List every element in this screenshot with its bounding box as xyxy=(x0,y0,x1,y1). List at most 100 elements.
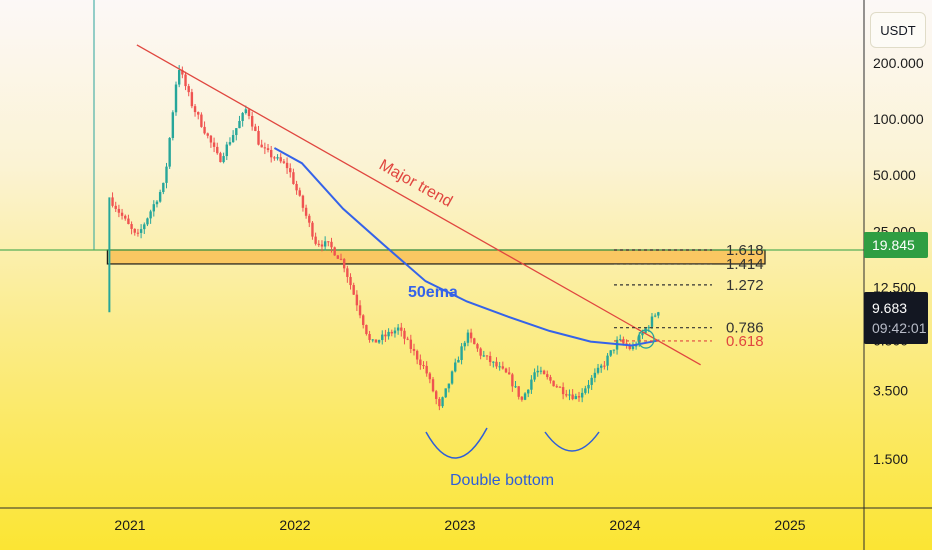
candle-body xyxy=(257,130,260,145)
candle-body xyxy=(396,327,400,331)
time-tick-label: 2025 xyxy=(774,517,805,533)
time-tick-label: 2023 xyxy=(444,517,475,533)
candle-body xyxy=(438,398,441,407)
candle-body xyxy=(454,362,457,372)
candle-body xyxy=(476,344,479,349)
candle-body xyxy=(171,112,175,138)
candle-body xyxy=(228,142,232,145)
candle-body xyxy=(653,315,657,317)
candle-body xyxy=(238,120,241,129)
candle-body xyxy=(200,114,203,127)
candle-body xyxy=(133,228,136,233)
candle-body xyxy=(352,285,355,295)
last-price-badge: 9.683 09:42:01 xyxy=(864,292,928,344)
candle-body xyxy=(523,393,527,400)
candle-body xyxy=(130,224,133,229)
candle-body xyxy=(406,338,409,340)
candle-body xyxy=(501,366,505,369)
candle-body xyxy=(295,183,298,191)
candle-body xyxy=(323,241,327,247)
candle-body xyxy=(231,135,235,143)
candle-body xyxy=(124,215,127,219)
candle-body xyxy=(619,339,622,341)
currency-button[interactable]: USDT xyxy=(870,12,926,48)
candle-body xyxy=(285,162,289,169)
candle-body xyxy=(409,339,413,349)
candle-body xyxy=(641,332,644,336)
candle-body xyxy=(387,331,390,337)
candle-body xyxy=(146,218,149,225)
candle-body xyxy=(279,157,282,162)
candle-body xyxy=(212,142,216,147)
candle-body xyxy=(292,172,295,184)
time-tick-label: 2021 xyxy=(114,517,145,533)
candle-body xyxy=(412,348,416,351)
candle-body xyxy=(143,224,146,230)
candle-body xyxy=(339,258,343,260)
candle-body xyxy=(225,144,228,157)
candle-body xyxy=(139,229,143,233)
candle-body xyxy=(425,365,428,374)
candle-body xyxy=(187,86,190,93)
candle-body xyxy=(254,126,257,131)
fib-level-label: 1.414 xyxy=(726,256,764,273)
candle-body xyxy=(514,386,517,388)
bar-countdown: 09:42:01 xyxy=(872,320,927,336)
candle-body xyxy=(273,157,276,159)
candle-body xyxy=(527,389,530,394)
candle-body xyxy=(270,149,273,158)
candle-body xyxy=(403,330,406,339)
candle-body xyxy=(136,232,140,234)
candle-body xyxy=(216,146,219,154)
candle-body xyxy=(235,128,238,136)
candle-body xyxy=(400,327,403,331)
candle-body xyxy=(479,348,482,356)
candle-body xyxy=(114,205,117,209)
candle-body xyxy=(482,355,485,357)
last-price-value: 9.683 xyxy=(872,300,908,316)
price-tick-label: 100.000 xyxy=(873,111,924,127)
candle-body xyxy=(574,396,578,400)
candle-body xyxy=(577,396,581,398)
candle-body xyxy=(177,70,181,85)
candle-body xyxy=(603,365,606,367)
candle-body xyxy=(419,359,422,366)
candle-body xyxy=(374,339,378,343)
resistance-zone xyxy=(106,249,766,265)
ema-annotation: 50ema xyxy=(408,284,458,301)
candle-body xyxy=(349,276,352,286)
candle-body xyxy=(533,372,536,380)
candle-body xyxy=(485,355,489,357)
candle-body xyxy=(190,92,194,107)
candle-body xyxy=(606,355,609,366)
candle-body xyxy=(377,340,381,343)
candle-body xyxy=(266,148,270,150)
level-price-badge: 19.845 xyxy=(864,232,928,258)
candle-body xyxy=(149,211,152,219)
candle-body xyxy=(561,387,565,395)
candle-body xyxy=(342,259,346,269)
candle-body xyxy=(584,388,587,393)
candle-body xyxy=(184,74,187,87)
candle-body xyxy=(622,339,625,344)
candle-body xyxy=(492,361,495,363)
candle-body xyxy=(282,161,286,163)
candle-body xyxy=(555,386,558,388)
candle-body xyxy=(530,379,533,390)
candle-body xyxy=(165,166,168,183)
time-tick-label: 2022 xyxy=(279,517,310,533)
candle-body xyxy=(333,247,336,256)
candle-body xyxy=(244,109,248,114)
candle-body xyxy=(634,344,638,347)
candle-body xyxy=(311,222,314,237)
candle-body xyxy=(206,133,209,136)
candle-body xyxy=(158,192,162,202)
price-tick-label: 1.500 xyxy=(873,451,908,467)
candle-body xyxy=(304,207,308,216)
candle-body xyxy=(590,377,593,385)
candle-body xyxy=(593,372,597,378)
candle-body xyxy=(219,153,222,163)
candle-body xyxy=(327,241,330,243)
